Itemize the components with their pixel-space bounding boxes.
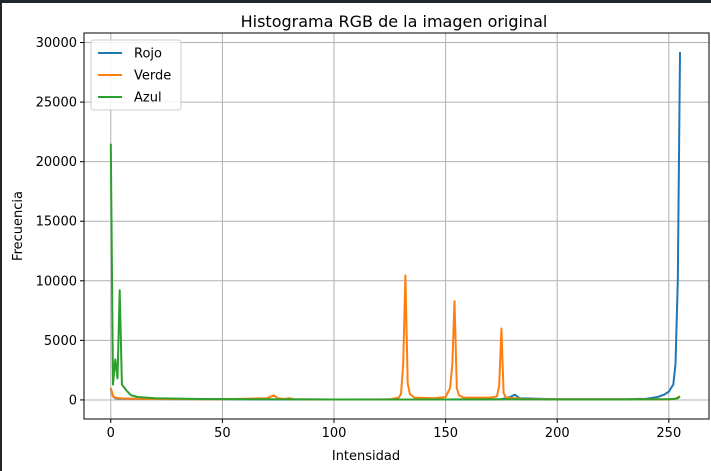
y-tick-label: 30000 — [36, 36, 77, 51]
x-axis-ticks: 0 50 100 150 200 250 — [107, 419, 681, 441]
window-frame-top — [0, 0, 711, 3]
legend-label-rojo: Rojo — [134, 47, 162, 62]
x-tick-label: 150 — [433, 426, 458, 441]
series-line-verde — [109, 274, 681, 401]
legend-label-verde: Verde — [134, 69, 171, 84]
window-frame-left — [0, 0, 2, 471]
x-tick-label: 250 — [656, 426, 681, 441]
x-axis-label: Intensidad — [332, 449, 400, 464]
y-tick-label: 10000 — [36, 274, 77, 289]
series-line-rojo — [109, 52, 681, 401]
x-tick-label: 0 — [107, 426, 115, 441]
y-tick-label: 25000 — [36, 96, 77, 111]
y-tick-label: 20000 — [36, 155, 77, 170]
x-tick-label: 50 — [214, 426, 231, 441]
y-tick-label: 5000 — [44, 334, 77, 349]
x-tick-label: 100 — [322, 426, 347, 441]
y-tick-label: 15000 — [36, 215, 77, 230]
plot-area-frame — [83, 32, 710, 420]
series-layer — [109, 52, 681, 401]
y-axis-label: Frecuencia — [11, 191, 26, 261]
legend: Rojo Verde Azul — [90, 39, 182, 111]
chart-title: Histograma RGB de la imagen original — [241, 12, 548, 31]
grid-lines — [84, 33, 709, 419]
legend-box — [90, 39, 182, 111]
legend-label-azul: Azul — [134, 91, 162, 106]
x-tick-label: 200 — [545, 426, 570, 441]
series-line-azul — [109, 143, 681, 401]
y-tick-label: 0 — [69, 393, 77, 408]
y-axis-ticks: 0 5000 10000 15000 20000 25000 30000 — [36, 36, 84, 408]
